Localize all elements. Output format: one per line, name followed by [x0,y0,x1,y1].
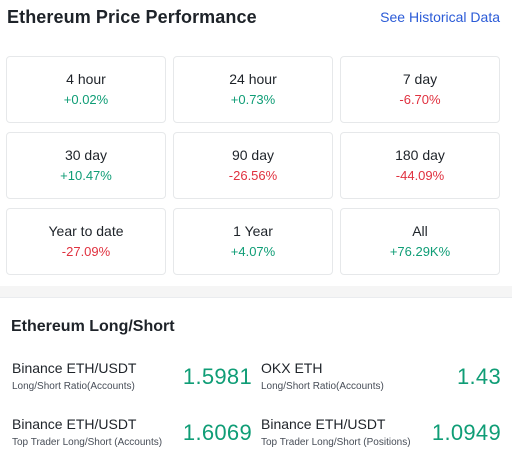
performance-cell-all: All +76.29K% [340,208,500,275]
metric-value: 1.43 [456,364,501,389]
metric-name: Binance ETH/USDT [12,360,137,376]
performance-cell-4-hour: 4 hour +0.02% [6,56,166,123]
performance-period-label: 30 day [64,147,108,163]
performance-cell-30-day: 30 day +10.47% [6,132,166,199]
performance-change-value: +0.02% [63,92,109,107]
performance-period-label: 90 day [231,147,275,163]
metric-description: Top Trader Long/Short (Positions) [261,437,411,448]
long-short-card: Ethereum Long/Short Binance ETH/USDT Lon… [0,297,512,463]
performance-period-label: 180 day [395,147,445,163]
long-short-title: Ethereum Long/Short [11,318,175,335]
metric-description: Top Trader Long/Short (Accounts) [12,437,163,448]
performance-period-label: 1 Year [233,223,273,239]
binance-eth-usdt-top-trader-accounts: Binance ETH/USDT Top Trader Long/Short (… [12,416,252,450]
see-historical-data-link[interactable]: See Historical Data [380,9,500,25]
price-performance-card: Ethereum Price Performance See Historica… [6,7,508,275]
metric-description: Long/Short Ratio(Accounts) [12,381,135,392]
performance-grid: 4 hour +0.02% 24 hour +0.73% 7 day -6.70… [6,56,508,275]
metric-name: Binance ETH/USDT [12,416,137,432]
performance-period-label: All [412,223,428,239]
metric-name: OKX ETH [261,360,323,376]
performance-period-label: 4 hour [66,71,106,87]
performance-cell-1-year: 1 Year +4.07% [173,208,333,275]
performance-cell-24-hour: 24 hour +0.73% [173,56,333,123]
performance-change-value: -6.70% [399,92,441,107]
performance-change-value: -27.09% [61,244,111,259]
binance-eth-usdt-top-trader-positions: Binance ETH/USDT Top Trader Long/Short (… [261,416,501,450]
performance-period-label: 7 day [402,71,438,87]
performance-change-value: +4.07% [230,244,276,259]
performance-period-label: 24 hour [229,71,277,87]
performance-change-value: -44.09% [395,168,445,183]
performance-period-label: Year to date [48,223,124,239]
performance-change-value: +76.29K% [389,244,451,259]
metric-value: 1.0949 [431,420,501,445]
performance-cell-year-to-date: Year to date -27.09% [6,208,166,275]
performance-change-value: +0.73% [230,92,276,107]
price-performance-title: Ethereum Price Performance [7,7,257,27]
binance-eth-usdt-ratio-accounts: Binance ETH/USDT Long/Short Ratio(Accoun… [12,360,252,394]
metric-value: 1.6069 [182,420,252,445]
performance-change-value: +10.47% [60,168,112,183]
performance-cell-7-day: 7 day -6.70% [340,56,500,123]
metric-value: 1.5981 [182,364,252,389]
metric-name: Binance ETH/USDT [261,416,386,432]
performance-cell-90-day: 90 day -26.56% [173,132,333,199]
performance-cell-180-day: 180 day -44.09% [340,132,500,199]
okx-eth-ratio-accounts: OKX ETH Long/Short Ratio(Accounts) 1.43 [261,360,501,394]
metric-description: Long/Short Ratio(Accounts) [261,381,384,392]
performance-change-value: -26.56% [228,168,278,183]
